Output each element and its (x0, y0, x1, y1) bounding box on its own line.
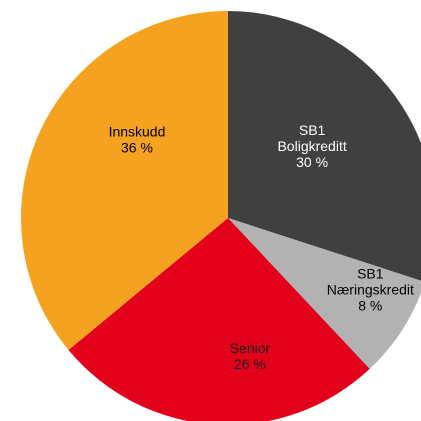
slice-value-label: 8 % (358, 298, 382, 314)
slice-value-label: 26 % (234, 356, 266, 372)
slice-label: SB1 Boligkreditt (277, 122, 346, 154)
pie-slice (228, 11, 421, 281)
slice-label: Senior (230, 340, 271, 356)
slice-value-label: 30 % (296, 154, 328, 170)
slice-label: SB1 Næringskredit (327, 266, 414, 298)
slice-value-label: 36 % (121, 140, 153, 156)
pie-slice (20, 11, 229, 350)
slice-label: Innskudd (109, 124, 166, 140)
pie-slice (228, 218, 421, 369)
pie-slice (68, 218, 370, 421)
